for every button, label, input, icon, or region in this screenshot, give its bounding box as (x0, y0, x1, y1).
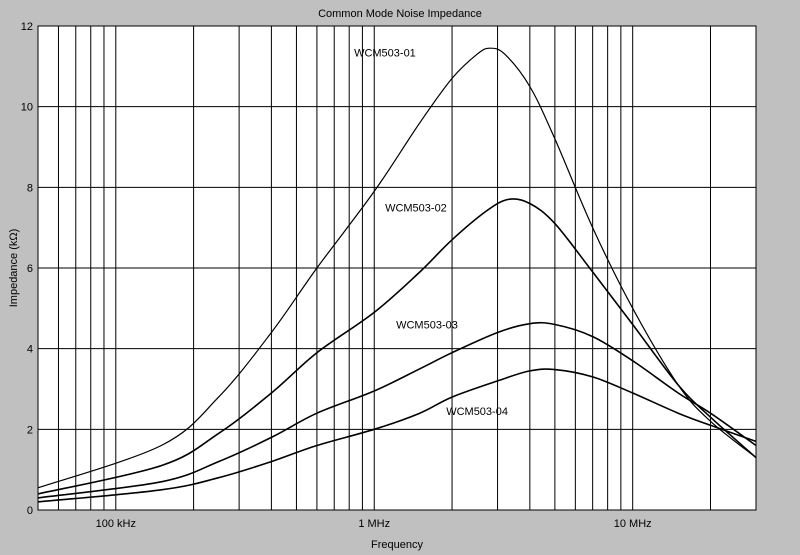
x-axis-ticks: 100 kHz 1 MHz 10 MHz (96, 518, 652, 530)
series-labels: WCM503-01 WCM503-02 WCM503-03 WCM503-04 (354, 47, 508, 418)
y-tick-label: 6 (27, 263, 33, 275)
series-line-wcm503-02 (37, 198, 757, 495)
series-lines (37, 47, 757, 503)
x-tick-label: 10 MHz (614, 518, 652, 530)
series-label-wcm503-01: WCM503-01 (354, 47, 416, 59)
series-label-wcm503-02: WCM503-02 (385, 203, 447, 215)
x-tick-label: 100 kHz (96, 518, 136, 530)
y-tick-label: 0 (27, 505, 33, 517)
series-label-wcm503-04: WCM503-04 (446, 406, 508, 418)
x-axis-title: Frequency (371, 539, 423, 551)
series-label-wcm503-03: WCM503-03 (396, 320, 458, 332)
y-axis-title: Impedance (kΩ) (8, 229, 20, 308)
chart-title: Common Mode Noise Impedance (318, 8, 482, 20)
y-axis-ticks: 0 2 4 6 8 10 12 (21, 21, 33, 517)
y-tick-label: 4 (27, 344, 33, 356)
y-tick-label: 8 (27, 182, 33, 194)
series-line-wcm503-01 (37, 47, 757, 489)
y-tick-label: 10 (21, 102, 33, 114)
series-line-wcm503-04 (37, 368, 757, 503)
y-tick-label: 2 (27, 424, 33, 436)
x-tick-label: 1 MHz (358, 518, 390, 530)
series-line-wcm503-03 (37, 321, 757, 499)
plot-border (37, 25, 757, 511)
y-tick-label: 12 (21, 21, 33, 33)
